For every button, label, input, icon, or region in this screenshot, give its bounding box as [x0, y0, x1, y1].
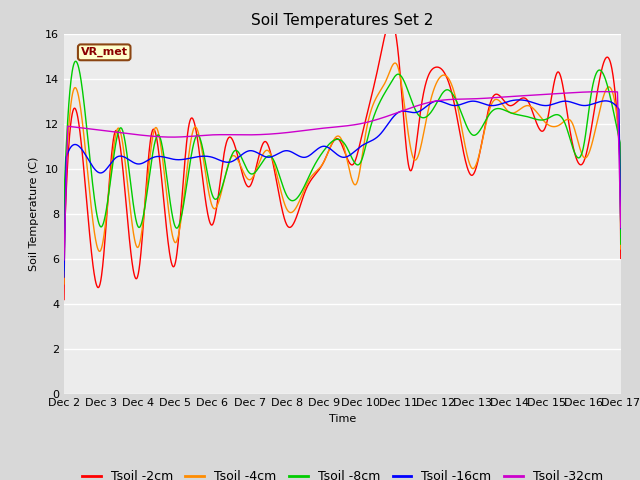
X-axis label: Time: Time	[329, 414, 356, 424]
Title: Soil Temperatures Set 2: Soil Temperatures Set 2	[252, 13, 433, 28]
Text: VR_met: VR_met	[81, 47, 128, 58]
Y-axis label: Soil Temperature (C): Soil Temperature (C)	[29, 156, 40, 271]
Legend: Tsoil -2cm, Tsoil -4cm, Tsoil -8cm, Tsoil -16cm, Tsoil -32cm: Tsoil -2cm, Tsoil -4cm, Tsoil -8cm, Tsoi…	[77, 465, 608, 480]
